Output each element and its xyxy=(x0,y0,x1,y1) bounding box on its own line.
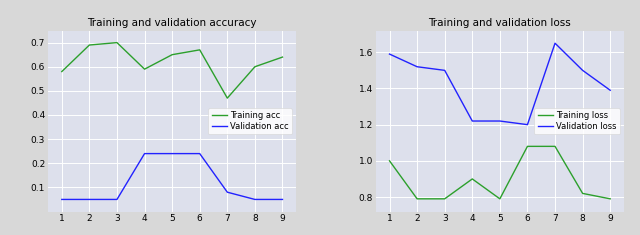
Validation acc xyxy=(58,198,66,201)
Validation loss xyxy=(413,65,421,68)
Validation acc xyxy=(86,198,93,201)
Legend: Training acc, Validation acc: Training acc, Validation acc xyxy=(209,108,292,134)
Validation acc xyxy=(251,198,259,201)
Training loss xyxy=(606,197,614,200)
Title: Training and validation loss: Training and validation loss xyxy=(429,18,572,28)
Training loss xyxy=(496,197,504,200)
Validation acc xyxy=(168,152,176,155)
Training acc xyxy=(251,65,259,68)
Validation loss xyxy=(524,123,531,126)
Title: Training and validation accuracy: Training and validation accuracy xyxy=(88,18,257,28)
Training loss xyxy=(413,197,421,200)
Training loss xyxy=(441,197,449,200)
Training acc xyxy=(196,48,204,51)
Validation loss xyxy=(468,120,476,122)
Line: Validation acc: Validation acc xyxy=(62,154,282,200)
Training loss xyxy=(468,177,476,180)
Training acc xyxy=(223,97,231,99)
Training loss xyxy=(524,145,531,148)
Validation acc xyxy=(196,152,204,155)
Validation acc xyxy=(141,152,148,155)
Validation acc xyxy=(278,198,286,201)
Validation acc xyxy=(113,198,121,201)
Validation loss xyxy=(579,69,586,72)
Training loss xyxy=(551,145,559,148)
Validation acc xyxy=(223,191,231,194)
Validation loss xyxy=(441,69,449,72)
Training acc xyxy=(278,56,286,59)
Legend: Training loss, Validation loss: Training loss, Validation loss xyxy=(534,108,620,134)
Training acc xyxy=(58,70,66,73)
Training acc xyxy=(168,53,176,56)
Line: Training acc: Training acc xyxy=(62,43,282,98)
Validation loss xyxy=(551,42,559,45)
Training loss xyxy=(579,192,586,195)
Line: Validation loss: Validation loss xyxy=(390,43,610,125)
Training acc xyxy=(141,68,148,70)
Validation loss xyxy=(606,89,614,92)
Validation loss xyxy=(496,120,504,122)
Training loss xyxy=(386,159,394,162)
Training acc xyxy=(113,41,121,44)
Training acc xyxy=(86,44,93,47)
Line: Training loss: Training loss xyxy=(390,146,610,199)
Validation loss xyxy=(386,53,394,55)
